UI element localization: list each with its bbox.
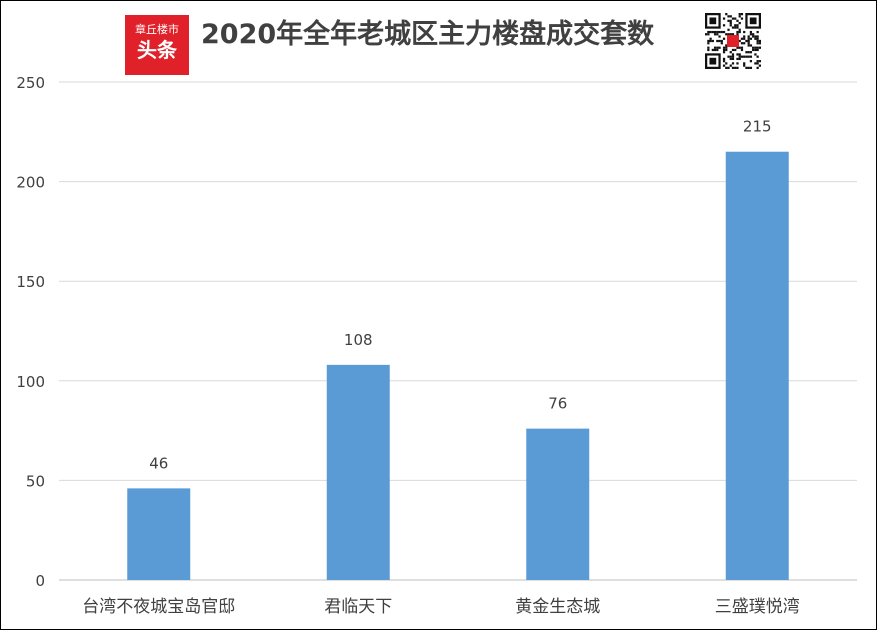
y-tick-label: 0: [35, 572, 45, 590]
x-tick-label: 台湾不夜城宝岛官邸: [82, 597, 235, 617]
qr-code-icon: [705, 13, 761, 69]
chart-title: 2020年全年老城区主力楼盘成交套数: [201, 19, 655, 50]
data-label: 215: [743, 118, 772, 136]
y-tick-label: 150: [16, 273, 45, 291]
bar-4: [725, 151, 789, 580]
y-tick-label: 100: [16, 373, 45, 391]
logo-top-text: 章丘楼市: [135, 23, 179, 36]
y-tick-label: 250: [16, 74, 45, 92]
x-tick-label: 君临天下: [324, 597, 392, 617]
brand-logo: 章丘楼市 头条: [125, 15, 189, 75]
data-label: 76: [548, 395, 567, 413]
y-tick-label: 50: [26, 472, 45, 490]
data-label: 46: [149, 454, 168, 472]
bar-2: [326, 364, 390, 580]
data-label: 108: [344, 331, 373, 349]
logo-main-text: 头条: [137, 38, 177, 62]
bar-3: [526, 428, 590, 580]
x-tick-label: 三盛璞悦湾: [715, 597, 800, 617]
bar-1: [127, 488, 191, 580]
y-tick-label: 200: [16, 174, 45, 192]
x-tick-label: 黄金生态城: [515, 597, 600, 617]
